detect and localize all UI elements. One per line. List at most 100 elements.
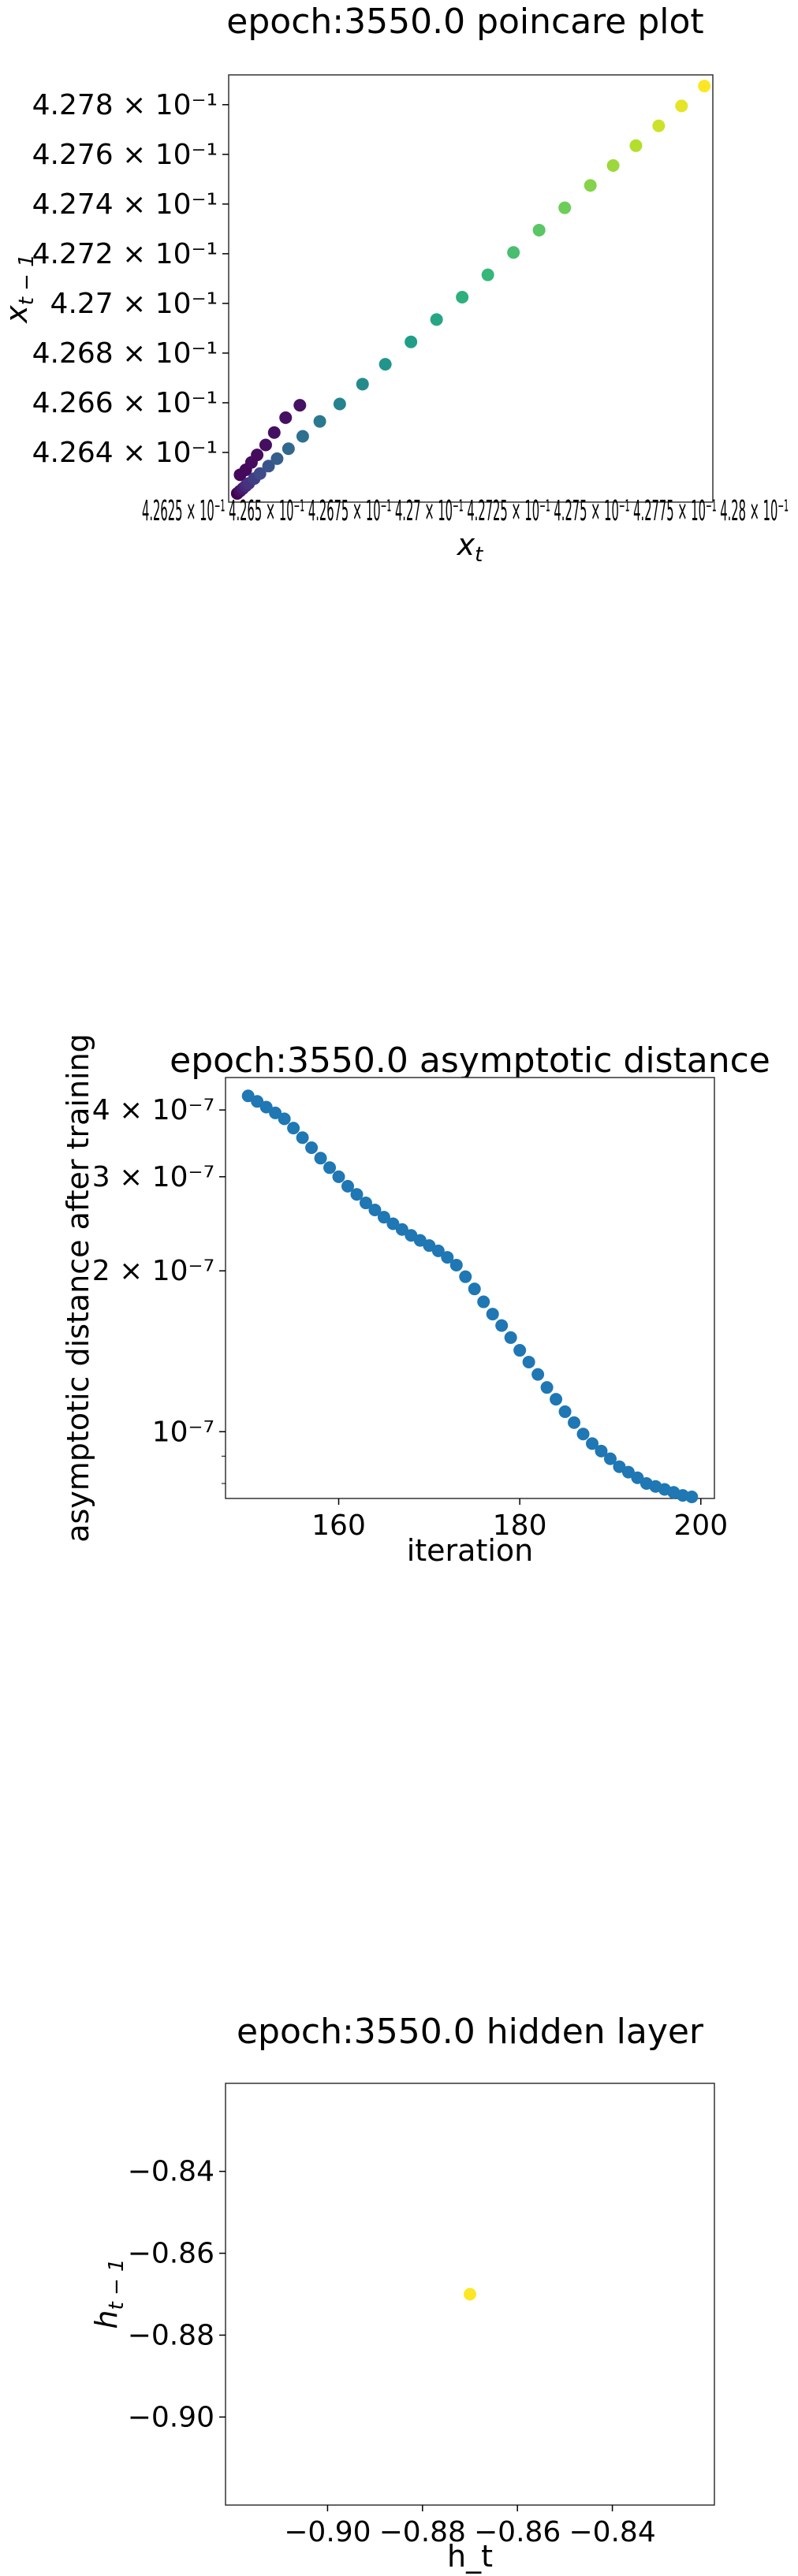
chart1-point	[584, 179, 597, 192]
chart3-title: epoch:3550.0 hidden layer	[237, 2012, 704, 2052]
chart1-point	[293, 399, 307, 412]
chart3-x-tick-label: −0.90	[284, 2516, 371, 2548]
chart1-y-tick-label: 4.276 × 10⁻¹	[32, 139, 218, 171]
chart1-y-axis-label: xt − 1	[0, 254, 39, 324]
chart2-point	[522, 1355, 535, 1368]
chart2-point	[495, 1319, 509, 1332]
chart2-y-tick-label: 10⁻⁷	[152, 1416, 214, 1448]
chart1-point	[430, 313, 443, 326]
chart2-point	[586, 1437, 598, 1450]
chart2-point	[241, 1089, 255, 1103]
chart2-point	[269, 1106, 282, 1119]
chart1-point	[558, 201, 572, 214]
chart1-y-tick-label: 4.266 × 10⁻¹	[32, 387, 218, 419]
chart2-point	[513, 1344, 527, 1357]
chart2-point	[531, 1368, 545, 1381]
chart3-point	[464, 2288, 476, 2301]
chart2-point	[550, 1393, 563, 1406]
chart2-y-tick-label: 4 × 10⁻⁷	[92, 1094, 214, 1126]
chart2-point	[504, 1331, 517, 1344]
chart1-point	[606, 159, 620, 173]
hidden-layer-chart: epoch:3550.0 hidden layer −0.90 −0.88 −0.8…	[89, 2012, 715, 2574]
chart2-point	[576, 1428, 590, 1441]
chart1-point	[259, 438, 272, 452]
chart1-y-tick-label: 4.272 × 10⁻¹	[32, 238, 218, 270]
chart1-x-tick-labels: 4.2625 × 10⁻¹ 4.265 × 10⁻¹ 4.2675 × 10⁻¹…	[142, 495, 789, 527]
chart3-y-tick-label: −0.88	[128, 2319, 214, 2351]
chart2-point	[296, 1131, 309, 1145]
chart2-point	[603, 1452, 617, 1465]
chart1-point	[698, 80, 711, 93]
chart1-x-axis-label: xt	[457, 527, 484, 567]
chart1-y-tick-label: 4.27 × 10⁻¹	[50, 288, 218, 320]
chart2-point	[431, 1244, 445, 1257]
chart1-point	[251, 449, 264, 462]
chart2-y-axis-label: asymptotic distance after training	[61, 1033, 95, 1543]
chart3-y-tick-label: −0.86	[128, 2238, 214, 2270]
chart2-point	[449, 1258, 463, 1271]
chart2-point	[631, 1471, 644, 1484]
chart2-point	[377, 1211, 390, 1224]
chart2-title: epoch:3550.0 asymptotic distance	[170, 1040, 770, 1081]
chart1-point	[262, 460, 275, 473]
chart2-point	[477, 1295, 490, 1308]
chart3-x-tick-label: −0.88	[379, 2516, 466, 2548]
chart2-point	[341, 1179, 354, 1193]
chart1-point	[481, 268, 494, 281]
chart1-point	[378, 358, 392, 371]
chart1-point	[333, 397, 346, 411]
chart2-point	[278, 1112, 291, 1126]
chart2-point	[314, 1152, 327, 1165]
chart1-point	[267, 426, 281, 439]
chart2-point	[251, 1095, 264, 1108]
chart1-point	[507, 246, 520, 259]
chart2-point	[368, 1203, 382, 1216]
poincare-plot-chart: epoch:3550.0 poincare plot 4.264 × 10⁻¹4…	[0, 2, 789, 567]
chart3-x-axis-label: h_t	[447, 2539, 493, 2574]
chart2-point	[259, 1100, 273, 1114]
chart1-point	[652, 119, 666, 132]
chart2-point	[468, 1282, 481, 1296]
chart2-point	[305, 1141, 319, 1154]
chart2-points	[241, 1089, 699, 1504]
chart2-point	[558, 1405, 572, 1418]
chart1-point	[253, 467, 267, 480]
chart3-y-tick-label: −0.84	[128, 2156, 214, 2188]
chart2-point	[359, 1197, 372, 1210]
chart1-y-tick-label: 4.268 × 10⁻¹	[32, 337, 218, 370]
chart2-y-tick-label: 2 × 10⁻⁷	[92, 1255, 214, 1287]
chart2-point	[287, 1122, 300, 1135]
chart1-y-tick-label: 4.274 × 10⁻¹	[32, 188, 218, 221]
chart2-x-tick-label: 180	[493, 1509, 547, 1542]
asymptotic-distance-chart: epoch:3550.0 asymptotic distance 160 180 2…	[61, 1033, 770, 1568]
chart2-point	[386, 1217, 400, 1230]
chart2-y-tick-label: 3 × 10⁻⁷	[92, 1161, 214, 1193]
chart2-point	[459, 1270, 472, 1283]
chart3-x-ticks: −0.90 −0.88 −0.86 −0.84	[284, 2505, 656, 2548]
chart2-point	[350, 1188, 364, 1201]
chart1-y-tick-label: 4.278 × 10⁻¹	[32, 89, 218, 121]
chart1-point	[279, 411, 293, 424]
chart3-y-ticks: −0.84 −0.86 −0.88 −0.90	[128, 2156, 226, 2433]
chart3-y-axis-label: ht − 1	[89, 2258, 129, 2328]
chart2-point	[441, 1251, 454, 1264]
chart1-y-tick-label: 4.264 × 10⁻¹	[32, 437, 218, 469]
chart1-point	[456, 291, 469, 304]
chart1-point	[405, 335, 418, 348]
chart3-y-tick-label: −0.90	[128, 2401, 214, 2433]
chart2-point	[323, 1161, 337, 1174]
chart1-y-ticks: 4.264 × 10⁻¹ 4.266 × 10⁻¹ 4.268 × 10⁻¹ 4.27…	[32, 89, 229, 469]
chart1-point	[296, 430, 309, 443]
chart2-point	[621, 1465, 635, 1479]
chart1-title: epoch:3550.0 poincare plot	[226, 2, 703, 42]
chart1-point	[313, 415, 326, 428]
chart1-points	[230, 80, 711, 500]
chart2-point	[332, 1170, 345, 1183]
chart2-point	[613, 1460, 626, 1473]
chart1-point	[270, 452, 284, 465]
chart2-point	[486, 1308, 499, 1321]
chart2-y-ticks: 10⁻⁷ 2 × 10⁻⁷ 3 × 10⁻⁷ 4 × 10⁻⁷	[92, 1094, 226, 1484]
chart1-point	[629, 139, 643, 152]
chart2-point	[395, 1223, 408, 1236]
chart2-x-ticks: 160 180 200	[311, 1498, 728, 1542]
